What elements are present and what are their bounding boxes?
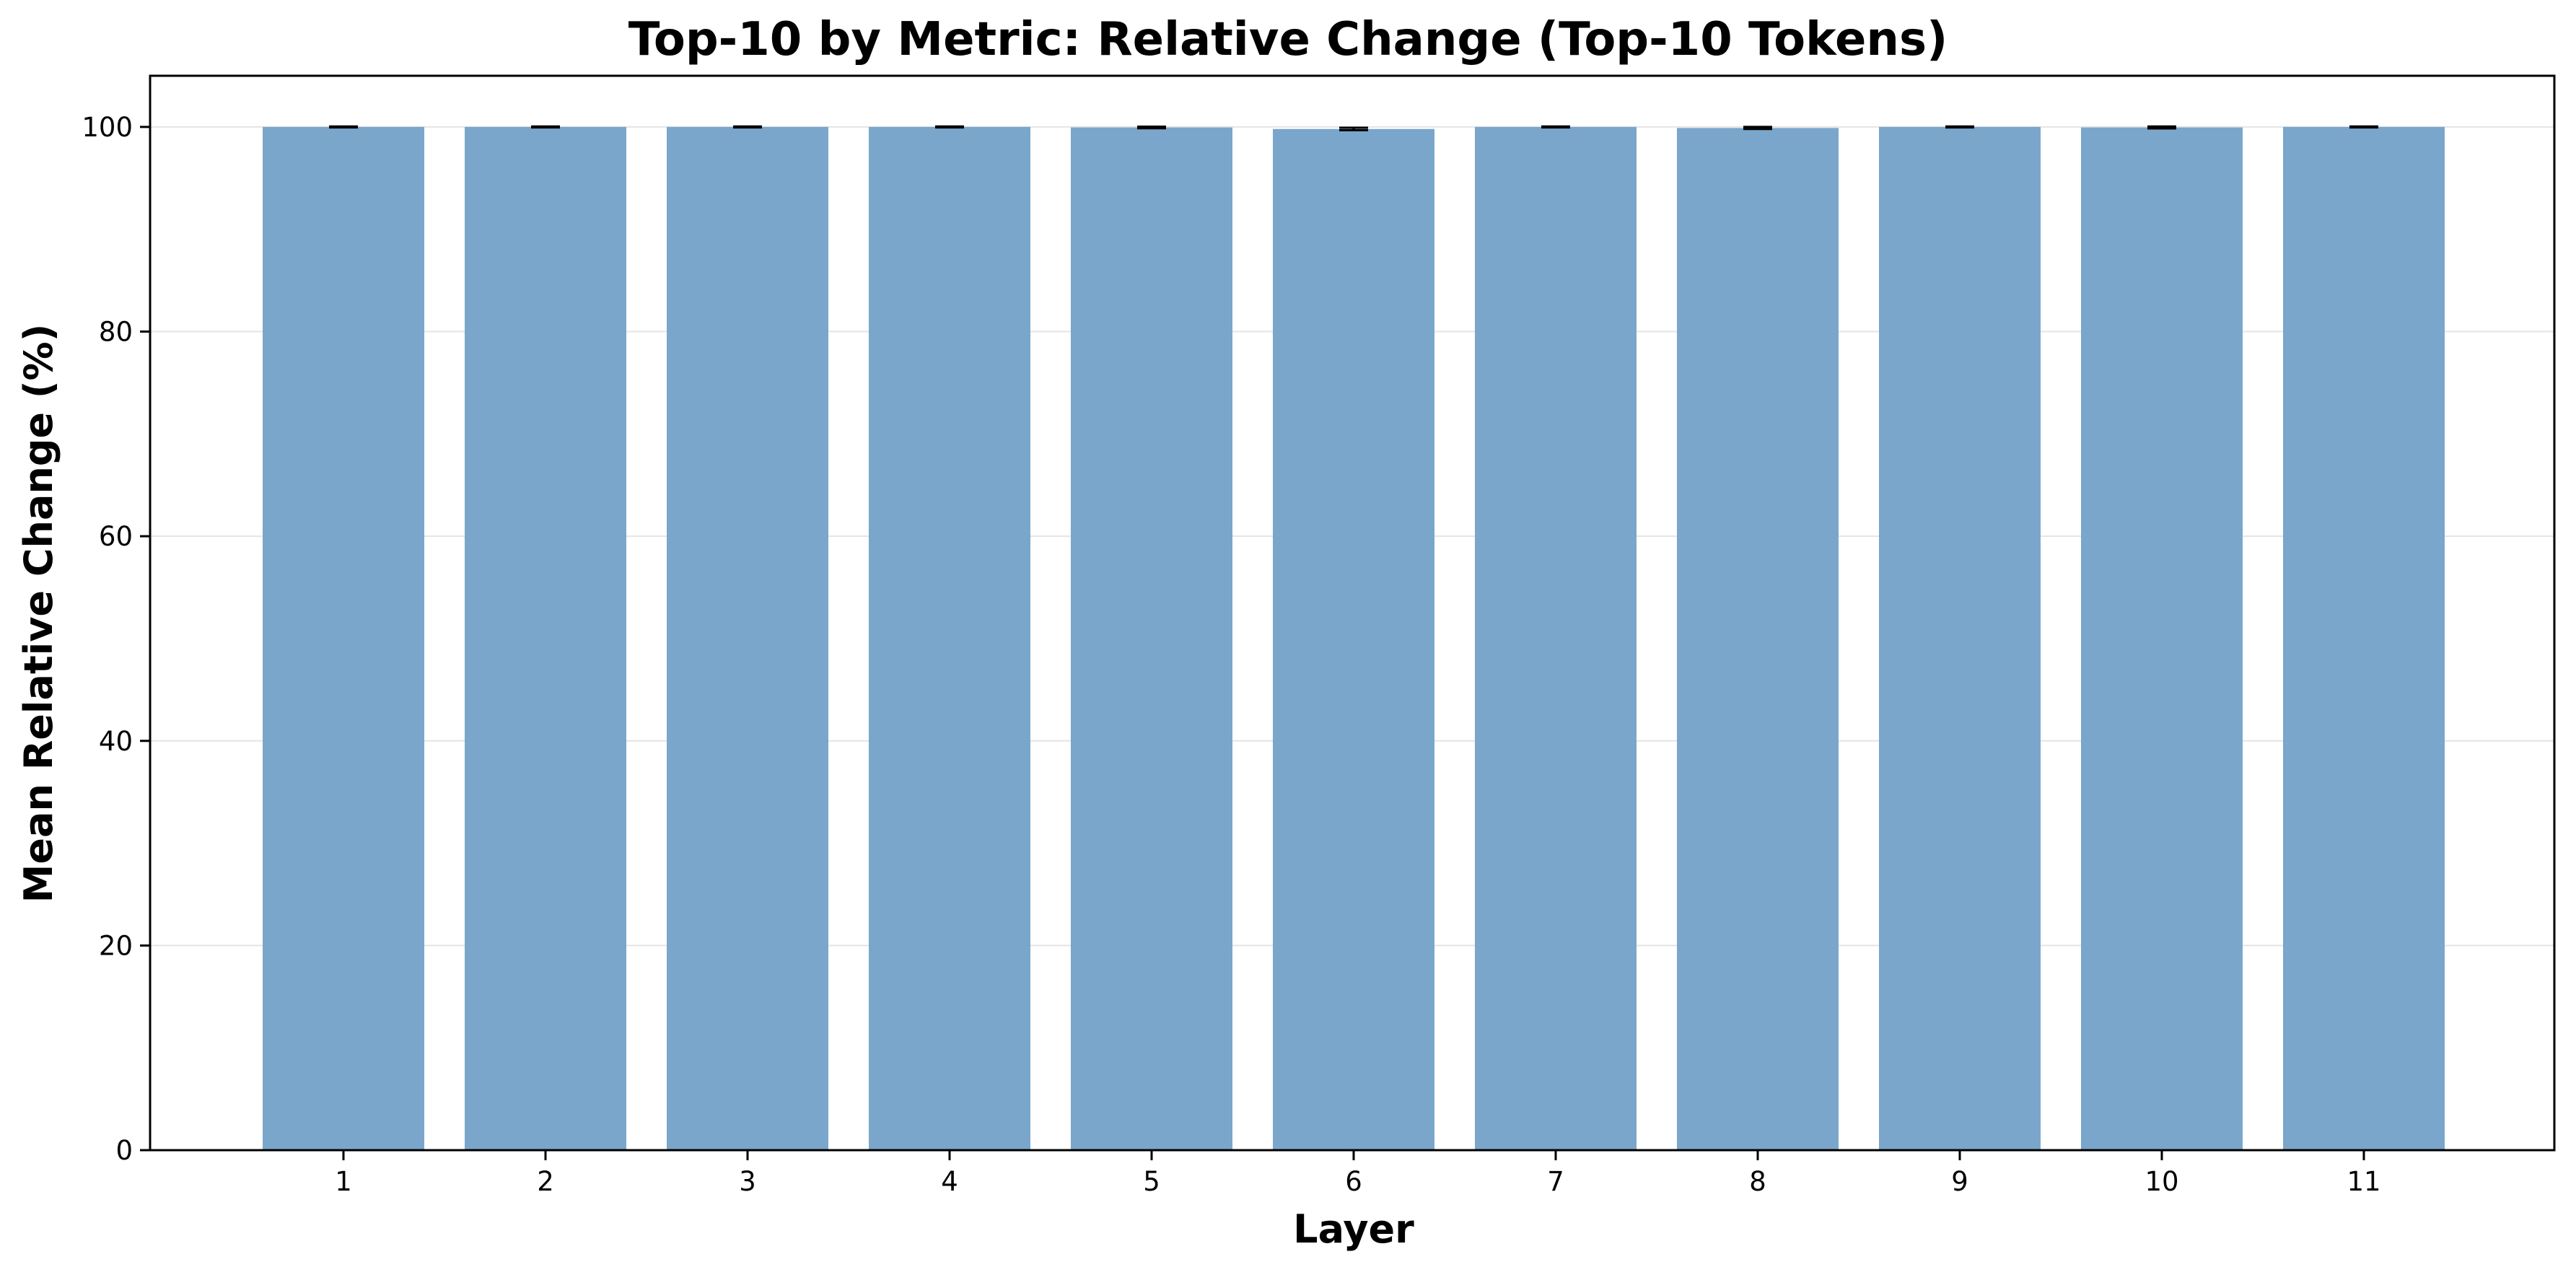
x-tick-label: 8 [1749, 1166, 1766, 1197]
bar-layer-9 [1879, 126, 2041, 1150]
bar-layer-11 [2283, 126, 2445, 1150]
error-bar-layer-1 [329, 125, 358, 129]
chart-title: Top-10 by Metric: Relative Change (Top-1… [628, 13, 1948, 66]
x-tick-label: 10 [2145, 1166, 2178, 1197]
y-tick-label: 60 [99, 521, 133, 552]
bar-layer-6 [1273, 128, 1434, 1150]
x-axis-ticks: 1 2 3 4 5 6 7 8 9 10 11 [335, 1150, 2381, 1197]
x-tick-label: 2 [537, 1166, 554, 1197]
x-tick-label: 5 [1143, 1166, 1160, 1197]
y-tick-label: 0 [115, 1135, 133, 1166]
bar-layer-2 [465, 126, 626, 1150]
error-bar-layer-7 [1541, 125, 1570, 129]
y-axis-label: Mean Relative Change (%) [16, 324, 61, 903]
error-bars [329, 125, 2378, 131]
x-tick-label: 11 [2347, 1166, 2380, 1197]
x-tick-label: 3 [739, 1166, 756, 1197]
bar-layer-10 [2081, 127, 2243, 1151]
bar-layer-4 [869, 126, 1030, 1150]
bars [263, 126, 2445, 1151]
error-bar-layer-6 [1339, 126, 1368, 131]
y-axis-ticks: 0 20 40 60 80 100 [82, 112, 150, 1166]
error-bar-layer-2 [531, 125, 560, 129]
bar-layer-3 [667, 126, 828, 1150]
error-bar-layer-10 [2147, 125, 2176, 130]
x-tick-label: 7 [1547, 1166, 1564, 1197]
x-tick-label: 6 [1345, 1166, 1362, 1197]
error-bar-layer-9 [1945, 125, 1974, 129]
x-tick-label: 9 [1951, 1166, 1968, 1197]
y-tick-label: 80 [99, 317, 133, 348]
x-tick-label: 1 [335, 1166, 352, 1197]
error-bar-layer-5 [1137, 125, 1166, 130]
x-axis-label: Layer [1293, 1206, 1414, 1252]
error-bar-layer-3 [733, 125, 762, 129]
bar-layer-5 [1071, 127, 1232, 1151]
bar-layer-1 [263, 126, 424, 1150]
y-tick-label: 40 [99, 726, 133, 757]
bar-layer-7 [1475, 126, 1637, 1150]
x-tick-label: 4 [941, 1166, 958, 1197]
bar-layer-8 [1677, 128, 1839, 1150]
error-bar-layer-4 [935, 125, 964, 129]
y-tick-label: 100 [82, 112, 133, 143]
y-tick-label: 20 [99, 930, 133, 961]
plot-frame [149, 74, 2556, 1152]
error-bar-layer-11 [2349, 125, 2378, 129]
error-bar-layer-8 [1743, 126, 1772, 131]
